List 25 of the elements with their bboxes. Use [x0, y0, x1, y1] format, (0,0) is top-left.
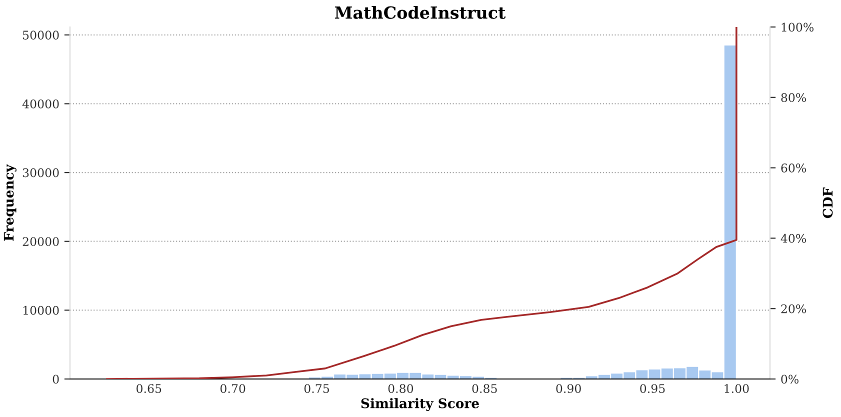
y2-tick-label: 0%	[781, 374, 798, 384]
x-tick-label: 0.80	[388, 384, 414, 393]
x-tick-label: 0.90	[556, 384, 581, 393]
chart-title: MathCodeInstruct	[334, 6, 506, 19]
x-axis-title: Similarity Score	[361, 398, 479, 412]
x-tick-label: 0.70	[220, 384, 246, 393]
y2-tick-label: 80%	[781, 93, 806, 102]
x-tick-label: 0.75	[304, 384, 329, 393]
y2-tick-label: 20%	[781, 304, 806, 314]
y-tick-label: 0	[52, 374, 59, 384]
y-tick-label: 40000	[22, 99, 59, 108]
y2-axis-title: CDF	[822, 188, 833, 218]
y-tick-label: 50000	[23, 30, 59, 40]
x-tick-label: 0.85	[472, 384, 497, 393]
y-axis-title: Frequency	[4, 164, 16, 241]
y2-tick-label: 60%	[781, 164, 806, 172]
line-series	[106, 27, 738, 379]
y2-tick-label: 100%	[782, 22, 814, 32]
x-tick-label: 0.95	[640, 384, 665, 393]
y-tick-label: 30000	[22, 168, 59, 178]
x-tick-label: 1.00	[724, 384, 749, 393]
y2-tick-label: 40%	[780, 234, 806, 243]
y-tick-label: 10000	[23, 306, 59, 315]
y-tick-label: 20000	[22, 237, 59, 246]
x-tick-label: 0.65	[136, 384, 162, 393]
